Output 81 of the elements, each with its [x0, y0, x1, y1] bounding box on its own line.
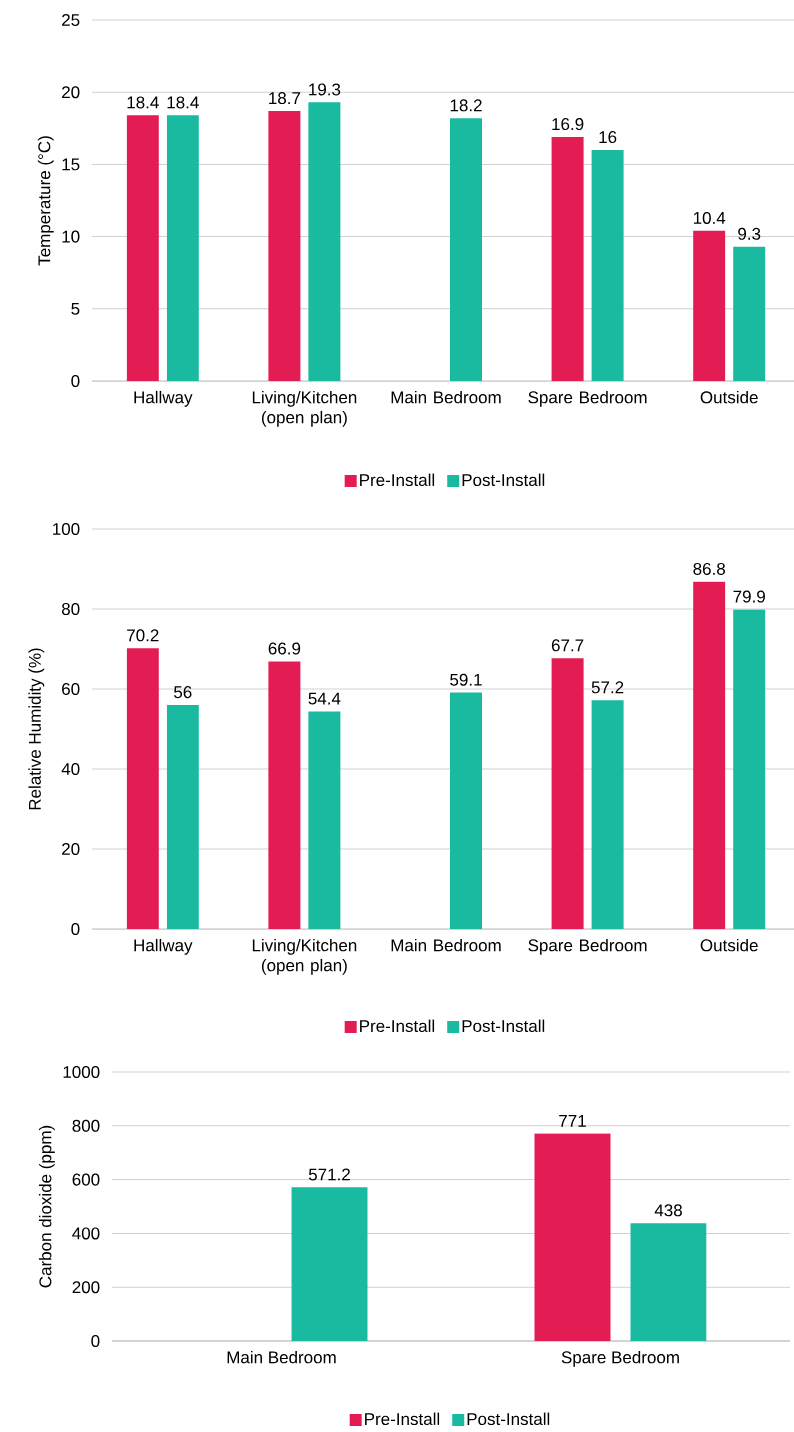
- legend-label: Post-Install: [462, 1019, 545, 1033]
- x-tick-label: Main Bedroom: [227, 1350, 336, 1364]
- bar: [693, 581, 726, 930]
- x-tick-label: Living/Kitchen (open plan): [252, 938, 357, 975]
- data-label: 18.4: [167, 96, 199, 109]
- x-tick-label: Living/Kitchen (open plan): [252, 390, 357, 427]
- bar: [551, 136, 584, 382]
- data-label: 771: [559, 1115, 586, 1127]
- bar: [268, 110, 301, 382]
- x-tick-label: Spare Bedroom: [528, 390, 647, 407]
- y-tick-label: 0: [71, 374, 80, 388]
- data-label: 18.7: [269, 92, 301, 105]
- x-tick-label: Spare Bedroom: [528, 938, 647, 955]
- data-label: 10.4: [693, 211, 726, 224]
- y-tick-label: 5: [71, 302, 80, 315]
- x-tick-label: Hallway: [134, 938, 193, 955]
- x-tick-label: Main Bedroom: [391, 390, 501, 404]
- x-tick-label: Hallway: [134, 390, 193, 407]
- bar: [449, 692, 482, 930]
- bar: [449, 118, 482, 382]
- data-label: 571.2: [308, 1168, 350, 1181]
- data-label: 9.3: [738, 227, 761, 240]
- data-label: 86.8: [693, 562, 725, 575]
- y-tick-label: 25: [62, 13, 80, 27]
- y-axis-title: Relative Humidity (%): [28, 648, 45, 810]
- y-tick-label: 40: [61, 762, 80, 776]
- y-tick-label: 400: [72, 1227, 100, 1240]
- bar: [591, 149, 624, 382]
- x-tick-label: Outside: [700, 938, 758, 952]
- data-label: 16.9: [552, 118, 584, 131]
- bar: [551, 658, 584, 930]
- bar: [733, 246, 766, 382]
- x-tick-label: Spare Bedroom: [561, 1350, 679, 1367]
- data-label: 19.3: [309, 83, 341, 96]
- bar: [308, 711, 341, 930]
- data-label: 16: [599, 131, 617, 144]
- y-tick-label: 100: [53, 522, 80, 536]
- y-axis-title: Temperature (°C): [37, 136, 54, 266]
- bar: [166, 115, 199, 382]
- bar: [268, 661, 301, 930]
- y-tick-label: 15: [62, 158, 80, 171]
- y-tick-label: 20: [62, 842, 80, 856]
- legend-label: Pre-Install: [365, 1412, 440, 1426]
- y-tick-label: 0: [71, 922, 80, 936]
- bar: [291, 1187, 368, 1342]
- y-tick-label: 20: [62, 86, 80, 99]
- data-label: 70.2: [127, 629, 159, 642]
- bar: [733, 609, 766, 930]
- data-label: 59.1: [450, 673, 482, 686]
- y-tick-label: 1000: [63, 1065, 100, 1079]
- legend-label: Pre-Install: [360, 473, 435, 487]
- y-tick-label: 0: [91, 1334, 100, 1348]
- data-label: 56: [174, 686, 192, 699]
- y-tick-label: 800: [72, 1119, 100, 1132]
- y-axis-title: Carbon dioxide (ppm): [38, 1125, 55, 1288]
- data-label: 66.9: [268, 642, 301, 655]
- legend-label: Post-Install: [462, 473, 545, 487]
- bar: [630, 1223, 707, 1342]
- data-label: 18.2: [450, 99, 482, 112]
- bar: [166, 705, 199, 930]
- legend-label: Pre-Install: [360, 1019, 435, 1033]
- data-label: 79.9: [733, 590, 765, 603]
- y-tick-label: 60: [62, 682, 80, 696]
- data-label: 18.4: [127, 96, 159, 109]
- bar: [534, 1133, 611, 1342]
- bar: [693, 230, 726, 382]
- bar: [126, 648, 159, 930]
- data-label: 54.4: [308, 692, 341, 705]
- data-label: 67.7: [551, 639, 584, 652]
- y-tick-label: 600: [72, 1173, 100, 1186]
- x-tick-label: Main Bedroom: [391, 938, 501, 952]
- y-tick-label: 80: [61, 602, 80, 616]
- bar: [308, 102, 341, 382]
- bar: [126, 115, 159, 382]
- bar: [591, 700, 624, 930]
- y-tick-label: 10: [62, 230, 80, 243]
- data-label: 57.2: [591, 681, 624, 694]
- x-tick-label: Outside: [700, 390, 758, 404]
- y-tick-label: 200: [72, 1281, 100, 1294]
- legend-label: Post-Install: [467, 1412, 550, 1426]
- data-label: 438: [654, 1204, 682, 1217]
